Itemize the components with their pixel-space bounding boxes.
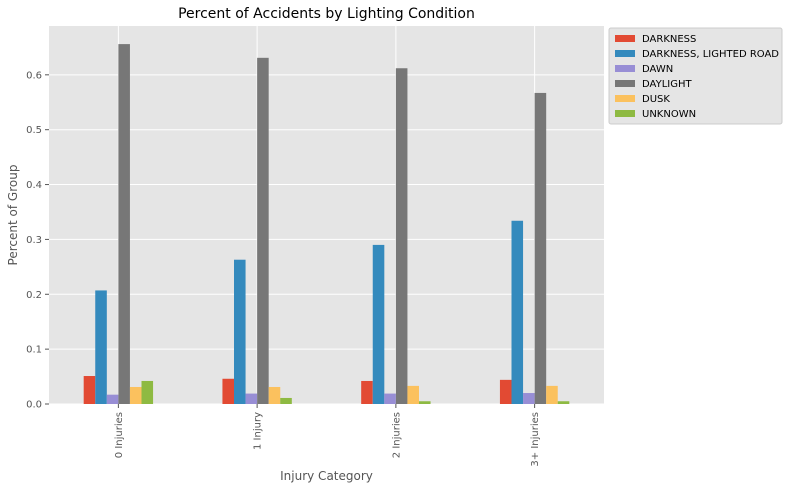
bar bbox=[141, 380, 154, 404]
bar bbox=[106, 394, 119, 404]
bar bbox=[83, 376, 96, 404]
bar bbox=[361, 380, 373, 404]
y-axis-label: Percent of Group bbox=[6, 165, 20, 266]
bar bbox=[118, 44, 130, 405]
x-tick-label: 1 Injury bbox=[253, 412, 264, 450]
bars bbox=[83, 44, 570, 405]
x-tick-label: 2 Injuries bbox=[391, 412, 402, 458]
legend-entry: DAYLIGHT bbox=[642, 79, 692, 90]
y-tick-label: 0.2 bbox=[26, 290, 42, 301]
legend-swatch bbox=[615, 50, 635, 57]
x-axis-label: Injury Category bbox=[280, 469, 373, 483]
bar bbox=[257, 57, 269, 404]
bar bbox=[222, 378, 234, 404]
bar bbox=[523, 393, 535, 404]
bar bbox=[557, 401, 570, 404]
y-tick-label: 0.6 bbox=[26, 70, 42, 81]
bar bbox=[395, 68, 408, 404]
bar bbox=[419, 401, 431, 404]
legend-entry: UNKNOWN bbox=[642, 109, 696, 120]
legend-swatch bbox=[615, 110, 635, 117]
bar bbox=[129, 386, 142, 404]
legend: DARKNESS DARKNESS, LIGHTED ROAD DAWN DAYLIG… bbox=[608, 27, 783, 125]
legend-swatch bbox=[615, 95, 635, 102]
bar bbox=[95, 290, 107, 404]
bar bbox=[534, 92, 547, 404]
y-tick-label: 0.3 bbox=[26, 235, 42, 246]
legend-swatch bbox=[615, 35, 635, 42]
legend-swatch bbox=[615, 65, 635, 72]
bar bbox=[280, 397, 292, 404]
legend-entry: DAWN bbox=[642, 64, 673, 75]
y-tick-label: 0.5 bbox=[26, 125, 42, 136]
y-tick-label: 0.1 bbox=[26, 345, 42, 356]
bar bbox=[546, 385, 558, 404]
legend-swatch bbox=[615, 80, 635, 87]
bar bbox=[372, 244, 385, 404]
y-axis-ticks: 0.0 0.1 0.2 0.3 0.4 0.5 0.6 bbox=[26, 70, 49, 411]
bar bbox=[407, 385, 419, 404]
y-tick-label: 0.4 bbox=[26, 180, 42, 191]
bar bbox=[511, 220, 524, 404]
x-tick-label: 3+ Injuries bbox=[530, 412, 541, 467]
x-tick-label: 0 Injuries bbox=[114, 412, 125, 458]
y-tick-label: 0.0 bbox=[26, 400, 42, 411]
bar bbox=[384, 393, 396, 404]
legend-box bbox=[608, 27, 783, 125]
legend-entry: DARKNESS, LIGHTED ROAD bbox=[642, 49, 779, 60]
legend-entry: DUSK bbox=[642, 94, 670, 105]
chart-title: Percent of Accidents by Lighting Conditi… bbox=[178, 6, 475, 22]
bar bbox=[268, 386, 281, 404]
bar bbox=[245, 393, 258, 404]
legend-entry: DARKNESS bbox=[642, 34, 696, 45]
bar bbox=[499, 379, 512, 404]
bar bbox=[234, 259, 246, 404]
x-axis-ticks: 0 Injuries 1 Injury 2 Injuries 3+ Injuries bbox=[114, 404, 541, 467]
